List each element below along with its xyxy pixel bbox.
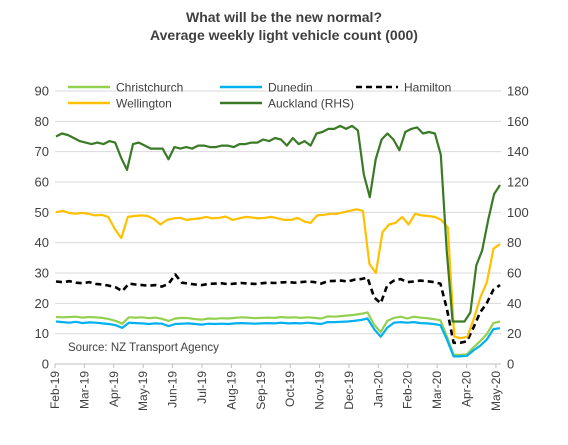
x-tick-label: Apr-20 (460, 371, 474, 407)
y-right-tick-label: 60 (507, 266, 521, 281)
x-tick-label: May-20 (489, 371, 503, 411)
y-right-tick-label: 140 (507, 144, 529, 159)
y-left-tick-label: 10 (35, 326, 49, 341)
y-left-tick-label: 90 (35, 84, 49, 99)
legend-label: Wellington (116, 97, 172, 111)
series-lines (55, 124, 501, 358)
series-line-christchurch (55, 311, 501, 356)
y-left-tick-label: 20 (35, 296, 49, 311)
legend-label: Auckland (RHS) (268, 97, 354, 111)
y-left-tick-label: 30 (35, 266, 49, 281)
axes (54, 363, 501, 368)
x-tick-label: Aug-19 (224, 371, 238, 410)
chart-title: What will be the new normal? (185, 9, 382, 25)
y-left-tick-label: 0 (42, 357, 49, 372)
series-line-hamilton (55, 273, 501, 345)
x-tick-label: May-19 (136, 371, 150, 411)
tick-labels: 0 10 20 30 40 50 60 70 80 90 0 20 40 60 80 100 120 140 160… (35, 84, 529, 412)
legend-label: Dunedin (268, 81, 313, 95)
x-tick-label: Mar-19 (77, 371, 91, 409)
x-tick-label: Sep-19 (254, 371, 268, 410)
y-left-tick-label: 40 (35, 235, 49, 250)
y-right-tick-label: 100 (507, 205, 529, 220)
x-tick-label: Oct-19 (283, 371, 297, 407)
legend: Christchurch Dunedin Hamilton Wellington Auc… (68, 81, 451, 111)
x-tick-label: Mar-20 (430, 371, 444, 409)
x-tick-label: Feb-19 (48, 371, 62, 409)
y-right-tick-label: 180 (507, 84, 529, 99)
chart-subtitle: Average weekly light vehicle count (000) (150, 27, 418, 43)
y-left-tick-label: 60 (35, 175, 49, 190)
y-left-tick-label: 70 (35, 144, 49, 159)
series-line-auckland-rhs (55, 124, 501, 323)
y-right-tick-label: 80 (507, 235, 521, 250)
x-tick-label: Jan-20 (371, 371, 385, 408)
y-right-tick-label: 120 (507, 175, 529, 190)
x-tick-label: Apr-19 (107, 371, 121, 407)
gridlines (55, 90, 501, 365)
x-tick-label: Feb-20 (401, 371, 415, 409)
y-right-tick-label: 40 (507, 296, 521, 311)
series-line-wellington (55, 208, 501, 340)
x-tick-label: Jul-19 (195, 371, 209, 404)
y-left-tick-label: 80 (35, 114, 49, 129)
legend-label: Hamilton (404, 81, 451, 95)
x-tick-label: Nov-19 (313, 371, 327, 410)
y-left-tick-label: 50 (35, 205, 49, 220)
y-right-tick-label: 160 (507, 114, 529, 129)
series-line-dunedin (55, 317, 501, 358)
y-right-tick-label: 0 (507, 357, 514, 372)
legend-label: Christchurch (116, 81, 183, 95)
source-annotation: Source: NZ Transport Agency (68, 342, 219, 354)
y-right-tick-label: 20 (507, 326, 521, 341)
x-tick-label: Jun-19 (166, 371, 180, 408)
x-tick-label: Dec-19 (342, 371, 356, 410)
